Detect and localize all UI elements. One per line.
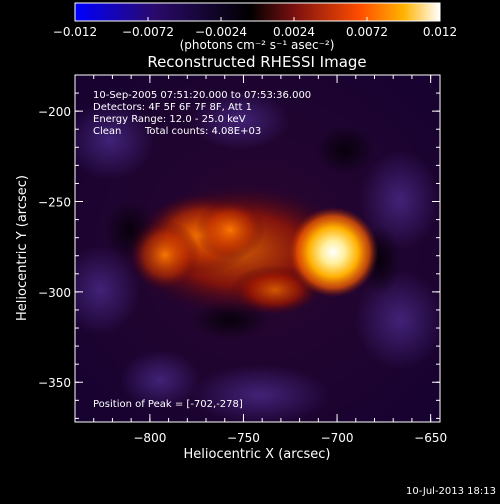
annotation-time-range: 10-Sep-2005 07:51:20.000 to 07:53:36.000 (93, 90, 311, 101)
x-axis-label: Heliocentric X (arcsec) (184, 447, 331, 462)
peak-position-label: Position of Peak = [-702,-278] (93, 399, 243, 410)
colorbar-tick-label: 0.012 (423, 25, 457, 39)
colorbar-ticks: −0.012 −0.0072 −0.0024 0.0024 0.0072 0.012 (53, 17, 457, 39)
x-tick-label: −750 (227, 431, 260, 445)
heatmap-image (75, 75, 440, 422)
colorbar-tick-label: 0.0024 (273, 25, 315, 39)
x-tick-label: −800 (133, 431, 166, 445)
x-tick-label: −650 (414, 431, 447, 445)
y-axis-ticks: −200 −250 −300 −350 (38, 74, 440, 419)
colorbar-tick-label: 0.0072 (346, 25, 388, 39)
colorbar (74, 2, 441, 22)
colorbar-tick-label: −0.0072 (122, 25, 174, 39)
colorbar-units-label: (photons cm⁻² s⁻¹ asec⁻²) (180, 38, 335, 52)
plot-frame (74, 74, 441, 423)
peak-source (288, 207, 379, 298)
colorbar-tick-label: −0.0024 (195, 25, 247, 39)
x-axis-ticks: −800 −750 −700 −650 (74, 75, 447, 445)
y-tick-label: −250 (38, 196, 71, 210)
y-tick-label: −350 (38, 376, 71, 390)
colorbar-tick-label: −0.012 (53, 25, 97, 39)
y-tick-label: −300 (38, 286, 71, 300)
y-axis-label: Heliocentric Y (arcsec) (15, 175, 30, 321)
annotation-clean: Clean (93, 126, 121, 137)
annotation-total-counts: Total counts: 4.08E+03 (144, 126, 261, 137)
y-tick-label: −200 (38, 105, 71, 119)
chart-title: Reconstructed RHESSI Image (147, 53, 366, 71)
footer-date: 10-Jul-2013 18:13 (406, 486, 496, 497)
x-tick-label: −700 (321, 431, 354, 445)
annotation-detectors: Detectors: 4F 5F 6F 7F 8F, Att 1 (93, 102, 252, 113)
annotation-energy-range: Energy Range: 12.0 - 25.0 keV (93, 114, 246, 125)
